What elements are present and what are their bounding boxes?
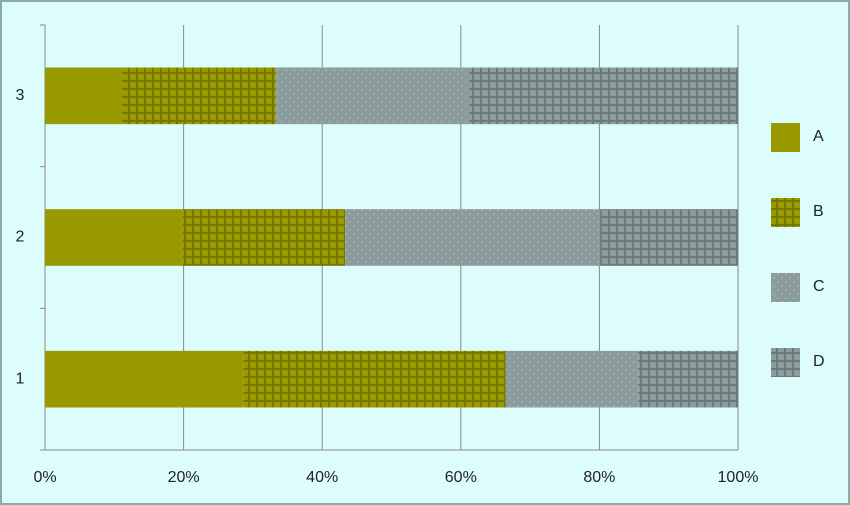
bar-segment [505,350,639,408]
x-tick-label: 60% [445,469,477,486]
legend-swatch [771,123,800,152]
legend-swatch [771,198,800,227]
y-tick-label: 1 [16,370,25,387]
legend-label: C [813,278,825,295]
bar-segment [600,209,738,266]
legend-label: A [813,128,824,145]
legend-swatch [771,348,800,377]
legend-label: B [813,203,824,220]
bar-segment [45,209,183,266]
x-tick-label: 100% [718,469,759,486]
bar-segment [469,67,738,125]
legend-label: D [813,353,825,370]
legend-swatch [771,273,800,302]
bar-segment [45,350,244,408]
y-tick-label: 3 [16,87,25,104]
bar-segment [345,209,601,266]
bar-segment [182,209,346,266]
bar-segment [275,67,470,125]
x-tick-label: 20% [168,469,200,486]
bar-segment [121,67,276,125]
y-tick-label: 2 [16,229,25,246]
x-tick-label: 80% [583,469,615,486]
bar-segment [638,350,738,408]
bar-segment [45,67,122,125]
x-tick-label: 0% [33,469,56,486]
x-tick-label: 40% [306,469,338,486]
bar-segment [243,350,506,408]
